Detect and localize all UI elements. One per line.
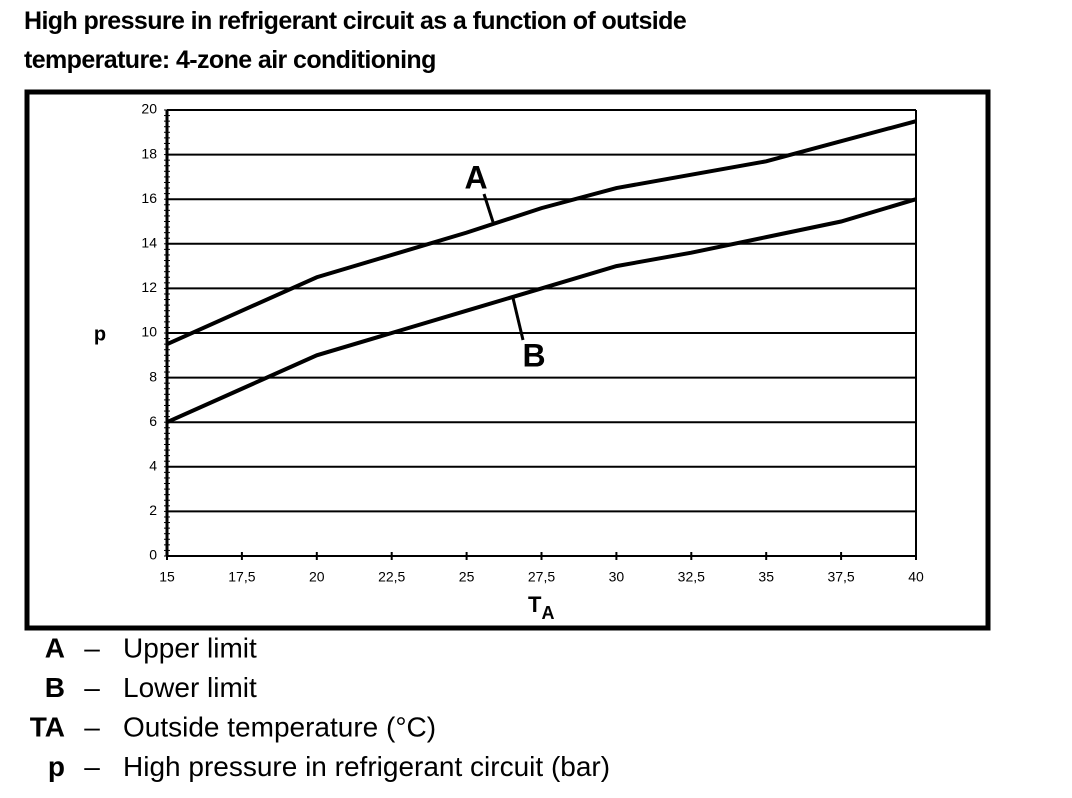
- x-tick-label: 35: [758, 569, 774, 585]
- y-tick-label: 18: [141, 145, 157, 161]
- y-tick-label: 2: [149, 502, 157, 518]
- y-tick-label: 6: [149, 413, 157, 429]
- legend-text: High pressure in refrigerant circuit (ba…: [123, 751, 610, 782]
- y-tick-label: 16: [141, 190, 157, 206]
- legend-text: Outside temperature (°C): [123, 711, 436, 742]
- legend-separator: –: [84, 632, 100, 663]
- legend-key: B: [45, 672, 65, 703]
- x-tick-label: 27,5: [528, 569, 555, 585]
- legend-key: A: [45, 632, 65, 663]
- x-tick-label: 17,5: [228, 569, 255, 585]
- label-leader: [482, 193, 495, 223]
- x-axis-label: TA: [528, 592, 554, 623]
- series-label: B: [522, 337, 545, 373]
- legend-text: Lower limit: [123, 672, 257, 703]
- x-tick-label: 30: [609, 569, 625, 585]
- y-tick-label: 8: [149, 368, 157, 384]
- legend-text: Upper limit: [123, 632, 257, 663]
- x-tick-label: 20: [309, 569, 325, 585]
- y-tick-label: 0: [149, 547, 157, 563]
- x-tick-label: 25: [459, 569, 475, 585]
- legend-key: TA: [30, 711, 65, 742]
- x-tick-label: 37,5: [827, 569, 854, 585]
- legend-separator: –: [84, 672, 100, 703]
- y-axis-label: p: [94, 323, 106, 345]
- series-line: [166, 119, 917, 346]
- x-axis-label-main: T: [528, 592, 542, 617]
- y-tick-label: 4: [149, 458, 157, 474]
- x-tick-label: 32,5: [678, 569, 705, 585]
- series-label: A: [464, 159, 487, 195]
- x-tick-label: 22,5: [378, 569, 405, 585]
- x-axis-label-sub: A: [541, 603, 554, 623]
- legend-separator: –: [84, 711, 100, 742]
- legend-separator: –: [84, 751, 100, 782]
- y-tick-label: 12: [141, 279, 157, 295]
- x-tick-label: 40: [908, 569, 924, 585]
- legend-key: p: [48, 751, 65, 782]
- frame: [24, 89, 991, 631]
- y-tick-label: 10: [141, 324, 157, 340]
- x-tick-label: 15: [159, 569, 175, 585]
- series-line: [166, 197, 917, 425]
- y-tick-label: 14: [141, 235, 157, 251]
- label-leader: [511, 297, 525, 341]
- y-tick-label: 20: [141, 101, 157, 117]
- chart-title: High pressure in refrigerant circuit as …: [24, 7, 687, 74]
